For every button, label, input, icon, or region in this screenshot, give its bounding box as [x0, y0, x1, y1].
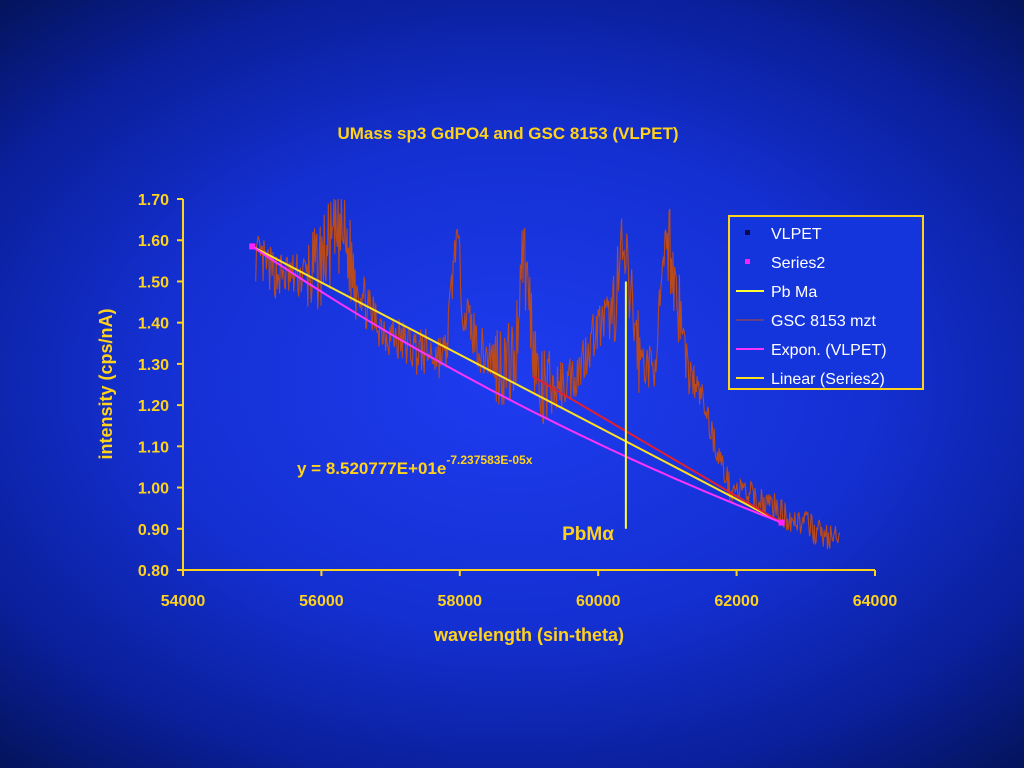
legend-label: Expon. (VLPET) [771, 342, 887, 359]
series-gsc-8153-mzt [255, 198, 841, 550]
y-tick-label: 1.70 [138, 192, 169, 209]
equation-main: y = 8.520777E+01e [297, 459, 446, 478]
legend-label: GSC 8153 mzt [771, 313, 876, 330]
y-tick-label: 1.10 [138, 439, 169, 456]
legend-marker [745, 259, 750, 264]
legend: VLPET Series2 Pb Ma GSC 8153 mzt Expon. (VLP… [728, 215, 924, 390]
legend-label: Linear (Series2) [771, 371, 885, 388]
y-tick-label: 1.40 [138, 316, 169, 333]
x-axis-label: wavelength (sin-theta) [433, 625, 624, 645]
series-red-segment [531, 375, 783, 524]
x-tick-label: 56000 [299, 593, 344, 610]
chart-title: UMass sp3 GdPO4 and GSC 8153 (VLPET) [337, 124, 678, 143]
legend-label: VLPET [771, 226, 822, 243]
y-tick-label: 1.00 [138, 481, 169, 498]
legend-label: Series2 [771, 255, 825, 272]
x-axis: 54000 56000 58000 60000 62000 64000 [161, 569, 898, 610]
legend-label: Pb Ma [771, 284, 817, 301]
y-tick-label: 1.20 [138, 398, 169, 415]
x-tick-label: 62000 [714, 593, 759, 610]
trendline-equation: y = 8.520777E+01e-7.237583E-05x [297, 453, 533, 478]
legend-marker [745, 230, 750, 235]
x-tick-label: 54000 [161, 593, 206, 610]
pb-marker-label: PbMα [562, 524, 614, 545]
y-tick-label: 0.80 [138, 563, 169, 580]
x-tick-label: 64000 [853, 593, 898, 610]
series2-point [249, 243, 256, 250]
legend-items: VLPET Series2 Pb Ma GSC 8153 mzt Expon. (VLP… [736, 226, 887, 388]
series-expon-vlpet [251, 245, 782, 524]
series2-point [778, 519, 785, 526]
y-tick-label: 1.50 [138, 274, 169, 291]
series-layer [249, 198, 841, 550]
y-axis: 0.80 0.90 1.00 1.10 1.20 1.30 1.40 1.50 1.60 1.70 [138, 192, 184, 580]
y-tick-label: 0.90 [138, 522, 169, 539]
equation-exponent: -7.237583E-05x [446, 453, 532, 467]
series-linear-series2 [251, 245, 783, 524]
y-tick-label: 1.30 [138, 357, 169, 374]
y-axis-label: intensity (cps/nA) [96, 308, 116, 459]
x-ticks: 54000 56000 58000 60000 62000 64000 [161, 570, 898, 610]
legend-box [728, 215, 924, 390]
x-tick-label: 60000 [576, 593, 621, 610]
y-tick-label: 1.60 [138, 233, 169, 250]
y-ticks: 0.80 0.90 1.00 1.10 1.20 1.30 1.40 1.50 1.60 1.70 [138, 192, 183, 580]
x-tick-label: 58000 [438, 593, 483, 610]
